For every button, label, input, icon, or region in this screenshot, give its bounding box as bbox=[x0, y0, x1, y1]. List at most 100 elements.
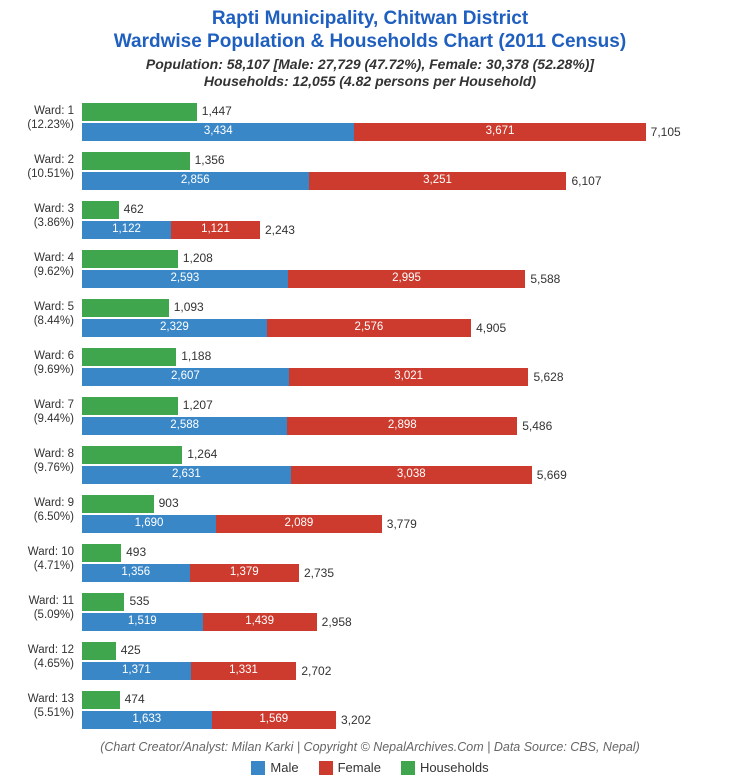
ward-bars: 4621,1221,1212,243 bbox=[82, 197, 678, 244]
female-bar: 3,251 bbox=[309, 172, 567, 190]
male-value: 1,122 bbox=[82, 223, 171, 235]
female-bar: 2,576 bbox=[267, 319, 471, 337]
male-bar: 1,356 bbox=[82, 564, 190, 582]
male-value: 1,519 bbox=[82, 615, 203, 627]
male-bar: 2,593 bbox=[82, 270, 288, 288]
female-value: 2,898 bbox=[287, 419, 517, 431]
total-value: 4,905 bbox=[471, 321, 506, 335]
legend-item: Male bbox=[251, 760, 298, 775]
female-bar: 1,569 bbox=[212, 711, 336, 729]
ward-bars: 535 1,5191,4392,958 bbox=[82, 589, 678, 636]
ward-row: Ward: 5(8.44%)1,0932,3292,5764,905 bbox=[82, 295, 678, 342]
male-bar: 1,633 bbox=[82, 711, 212, 729]
ward-label: Ward: 7(9.44%) bbox=[12, 398, 74, 427]
ward-bars: 1,093 2,3292,5764,905 bbox=[82, 295, 678, 342]
female-value: 1,121 bbox=[171, 223, 260, 235]
total-value: 2,702 bbox=[296, 664, 331, 678]
legend-swatch bbox=[319, 761, 333, 775]
households-value: 1,093 bbox=[169, 300, 204, 314]
chart-subtitle: Population: 58,107 [Male: 27,729 (47.72%… bbox=[12, 56, 728, 91]
total-value: 5,669 bbox=[532, 468, 567, 482]
female-value: 1,569 bbox=[212, 713, 336, 725]
ward-row: Ward: 13(5.51%)4741,6331,5693,202 bbox=[82, 687, 678, 734]
ward-row: Ward: 6(9.69%)1,1882,6073,0215,628 bbox=[82, 344, 678, 391]
male-bar: 1,519 bbox=[82, 613, 203, 631]
female-bar: 2,995 bbox=[288, 270, 526, 288]
ward-bars: 1,264 2,6313,0385,669 bbox=[82, 442, 678, 489]
households-value: 1,188 bbox=[176, 349, 211, 363]
male-bar: 2,856 bbox=[82, 172, 309, 190]
male-bar: 2,607 bbox=[82, 368, 289, 386]
male-value: 1,356 bbox=[82, 566, 190, 578]
ward-bars: 1,188 2,6073,0215,628 bbox=[82, 344, 678, 391]
ward-label: Ward: 6(9.69%) bbox=[12, 349, 74, 378]
female-value: 1,439 bbox=[203, 615, 317, 627]
legend-item: Female bbox=[319, 760, 381, 775]
total-value: 2,243 bbox=[260, 223, 295, 237]
male-bar: 2,329 bbox=[82, 319, 267, 337]
ward-bars: 4931,3561,3792,735 bbox=[82, 540, 678, 587]
households-bar bbox=[82, 544, 121, 562]
households-bar bbox=[82, 691, 120, 709]
ward-bars: 1,207 2,5882,8985,486 bbox=[82, 393, 678, 440]
ward-bars: 1,3562,8563,2516,107 bbox=[82, 148, 678, 195]
ward-row: Ward: 2(10.51%)1,3562,8563,2516,107 bbox=[82, 148, 678, 195]
chart-legend: MaleFemaleHouseholds bbox=[12, 760, 728, 775]
households-value: 425 bbox=[116, 643, 141, 657]
male-bar: 3,434 bbox=[82, 123, 354, 141]
total-value: 2,958 bbox=[317, 615, 352, 629]
male-value: 2,607 bbox=[82, 370, 289, 382]
chart-plot-area: Ward: 1(12.23%)1,4473,4343,6717,105Ward:… bbox=[12, 99, 728, 734]
female-value: 3,038 bbox=[291, 468, 532, 480]
legend-swatch bbox=[401, 761, 415, 775]
legend-label: Female bbox=[338, 760, 381, 775]
ward-label: Ward: 1(12.23%) bbox=[12, 104, 74, 133]
total-value: 3,779 bbox=[382, 517, 417, 531]
ward-label: Ward: 12(4.65%) bbox=[12, 643, 74, 672]
total-value: 3,202 bbox=[336, 713, 371, 727]
female-bar: 1,331 bbox=[191, 662, 297, 680]
male-value: 1,633 bbox=[82, 713, 212, 725]
total-value: 5,486 bbox=[517, 419, 552, 433]
ward-row: Ward: 10(4.71%)4931,3561,3792,735 bbox=[82, 540, 678, 587]
ward-bars: 1,4473,4343,6717,105 bbox=[82, 99, 678, 146]
households-value: 1,264 bbox=[182, 447, 217, 461]
chart-footer: (Chart Creator/Analyst: Milan Karki | Co… bbox=[12, 740, 728, 754]
ward-row: Ward: 11(5.09%)5351,5191,4392,958 bbox=[82, 589, 678, 636]
ward-label: Ward: 3(3.86%) bbox=[12, 202, 74, 231]
ward-label: Ward: 11(5.09%) bbox=[12, 594, 74, 623]
female-bar: 1,121 bbox=[171, 221, 260, 239]
households-bar bbox=[82, 299, 169, 317]
male-value: 1,690 bbox=[82, 517, 216, 529]
ward-bars: 4741,6331,5693,202 bbox=[82, 687, 678, 734]
total-value: 6,107 bbox=[566, 174, 601, 188]
households-value: 535 bbox=[124, 594, 149, 608]
female-bar: 3,021 bbox=[289, 368, 529, 386]
total-value: 5,588 bbox=[525, 272, 560, 286]
ward-row: Ward: 3(3.86%)4621,1221,1212,243 bbox=[82, 197, 678, 244]
ward-bars: 1,2082,5932,9955,588 bbox=[82, 246, 678, 293]
male-value: 2,593 bbox=[82, 272, 288, 284]
female-value: 2,089 bbox=[216, 517, 382, 529]
male-bar: 2,588 bbox=[82, 417, 287, 435]
female-value: 2,995 bbox=[288, 272, 526, 284]
male-value: 1,371 bbox=[82, 664, 191, 676]
male-value: 2,631 bbox=[82, 468, 291, 480]
total-value: 5,628 bbox=[528, 370, 563, 384]
ward-label: Ward: 13(5.51%) bbox=[12, 692, 74, 721]
female-value: 1,331 bbox=[191, 664, 297, 676]
households-bar bbox=[82, 152, 190, 170]
legend-label: Male bbox=[270, 760, 298, 775]
households-bar bbox=[82, 348, 176, 366]
ward-bars: 9031,6902,0893,779 bbox=[82, 491, 678, 538]
female-bar: 2,089 bbox=[216, 515, 382, 533]
households-value: 1,447 bbox=[197, 104, 232, 118]
ward-label: Ward: 8(9.76%) bbox=[12, 447, 74, 476]
female-bar: 1,379 bbox=[190, 564, 299, 582]
subtitle-hh: Households: 12,055 (4.82 persons per Hou… bbox=[204, 73, 536, 89]
female-value: 3,671 bbox=[354, 125, 645, 137]
households-value: 1,207 bbox=[178, 398, 213, 412]
ward-row: Ward: 12(4.65%)4251,3711,3312,702 bbox=[82, 638, 678, 685]
households-bar bbox=[82, 495, 154, 513]
male-value: 3,434 bbox=[82, 125, 354, 137]
